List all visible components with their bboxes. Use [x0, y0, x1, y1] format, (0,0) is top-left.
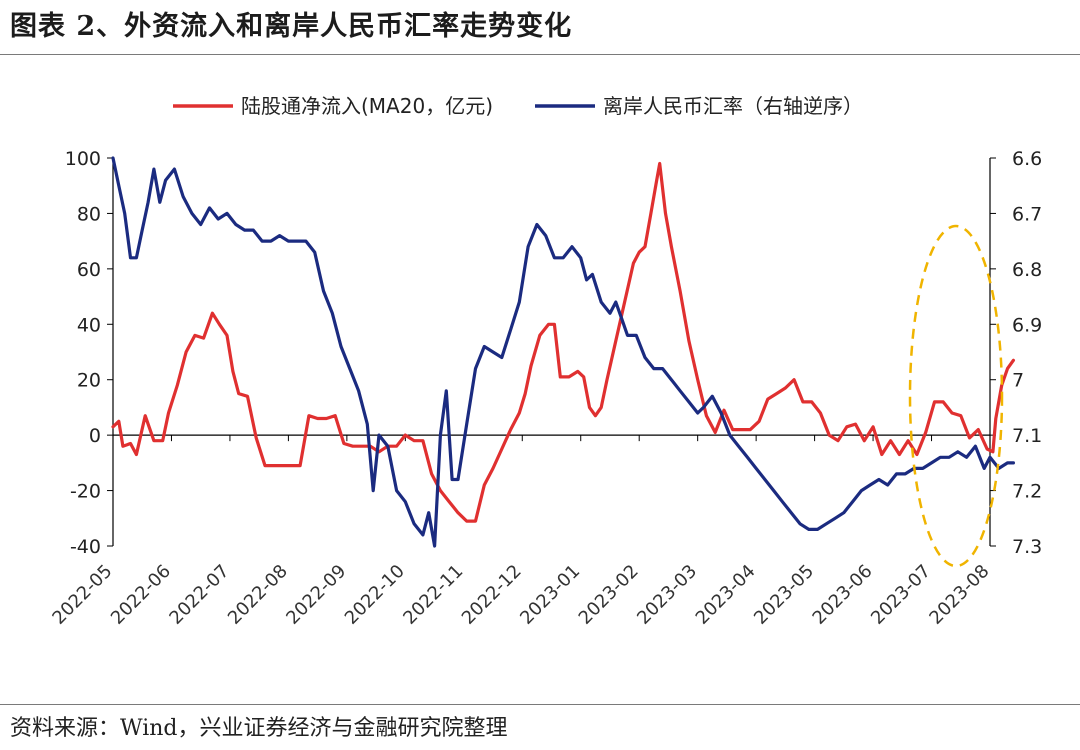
x-tick-label: 2022-10	[341, 561, 409, 629]
y-left-tick-label: -20	[70, 481, 101, 503]
y-left-tick-label: -40	[70, 536, 101, 558]
title-rule	[0, 54, 1080, 55]
chart-series	[111, 156, 1015, 548]
x-tick-label: 2023-01	[516, 561, 584, 629]
y-right-tick-label: 6.9	[1012, 314, 1042, 336]
highlight-ellipse	[908, 224, 1004, 568]
y-right-tick-label: 7.3	[1012, 536, 1042, 558]
y-left-tick-label: 80	[77, 203, 101, 225]
x-tick-label: 2023-02	[575, 561, 643, 629]
cnh-rate-line	[111, 156, 1015, 548]
x-tick-label: 2023-05	[750, 561, 818, 629]
y-right-tick-label: 7	[1012, 370, 1024, 392]
x-tick-label: 2023-03	[633, 561, 701, 629]
x-tick-label: 2022-11	[399, 561, 467, 629]
x-tick-label: 2022-07	[165, 561, 233, 629]
x-tick-label: 2022-06	[107, 561, 175, 629]
chart-legend: 陆股通净流入(MA20，亿元) 离岸人民币汇率（右轴逆序）	[173, 94, 863, 118]
x-tick-label: 2022-05	[48, 561, 116, 629]
figure-title: 图表 2、外资流入和离岸人民币汇率走势变化	[10, 11, 573, 42]
y-right-tick-label: 6.6	[1012, 148, 1042, 170]
x-tick-label: 2023-07	[867, 561, 935, 629]
x-tick-label: 2022-09	[282, 561, 350, 629]
figure-source: 资料来源：Wind，兴业证券经济与金融研究院整理	[10, 716, 508, 741]
x-tick-label: 2023-06	[809, 561, 877, 629]
x-tick-label: 2023-04	[692, 561, 760, 629]
y-right-tick-label: 7.1	[1012, 425, 1042, 447]
y-left-tick-label: 60	[77, 259, 101, 281]
legend-label-northbound: 陆股通净流入(MA20，亿元)	[241, 94, 493, 118]
source-rule	[0, 704, 1080, 705]
x-tick-label: 2022-08	[224, 561, 292, 629]
y-right-tick-label: 7.2	[1012, 481, 1042, 503]
y-right-tick-label: 6.8	[1012, 259, 1042, 281]
dual-axis-line-chart: 陆股通净流入(MA20，亿元) 离岸人民币汇率（右轴逆序） 100 80 60 40 20…	[48, 94, 1042, 629]
x-tick-label: 2023-08	[925, 561, 993, 629]
legend-label-cnh: 离岸人民币汇率（右轴逆序）	[603, 94, 863, 118]
y-left-tick-label: 40	[77, 314, 101, 336]
y-left-tick-label: 0	[89, 425, 101, 447]
x-tick-label: 2022-12	[458, 561, 526, 629]
y-right-tick-label: 6.7	[1012, 203, 1042, 225]
y-left-tick-label: 100	[65, 148, 101, 170]
y-left-tick-label: 20	[77, 370, 101, 392]
northbound-flow-line	[111, 161, 1015, 523]
